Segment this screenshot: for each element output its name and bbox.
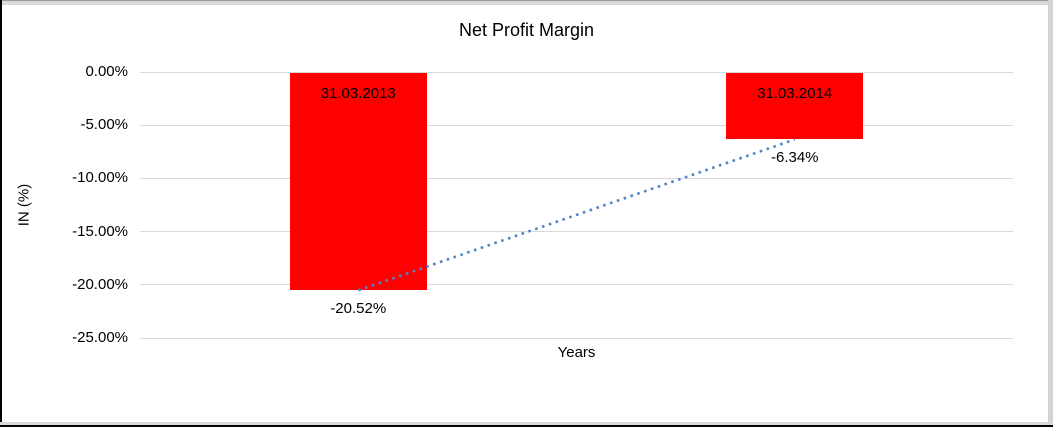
bar-value-label: -6.34%: [770, 149, 819, 167]
window-bottom-strip: [0, 422, 1053, 425]
y-axis-title: IN (%): [15, 183, 33, 227]
plot-area: 31.03.2013 -20.52% 31.03.2014 -6.34%: [140, 71, 1013, 339]
y-axis-tick-label: -5.00%: [80, 116, 128, 134]
y-axis-tick-label: -20.00%: [72, 275, 128, 293]
gridline: [140, 231, 1013, 233]
bar-category-label: 31.03.2013: [320, 85, 396, 102]
y-axis-tick-label: -25.00%: [72, 329, 128, 346]
window-bottom-border: [0, 425, 1053, 427]
gridline: [140, 71, 1013, 73]
window-top-strip: [0, 1, 1053, 5]
gridline: [140, 337, 1013, 339]
gridline: [140, 177, 1013, 179]
bar-31.03.2013[interactable]: 31.03.2013: [289, 73, 427, 291]
window-top-border: [0, 0, 1053, 1]
y-axis-tick-label: 0.00%: [85, 63, 128, 80]
gridline: [140, 124, 1013, 126]
window-right-strip: [1048, 0, 1053, 427]
bar-31.03.2014[interactable]: 31.03.2014: [726, 73, 864, 140]
y-axis-tick-label: -15.00%: [72, 222, 128, 240]
gridline: [140, 284, 1013, 286]
window-left-border: [0, 0, 2, 427]
bar-value-label: -20.52%: [330, 300, 387, 318]
x-axis-title: Years: [557, 344, 596, 361]
bar-category-label: 31.03.2014: [757, 85, 833, 102]
chart-title: Net Profit Margin: [458, 20, 595, 40]
y-axis-tick-label: -10.00%: [72, 169, 128, 187]
